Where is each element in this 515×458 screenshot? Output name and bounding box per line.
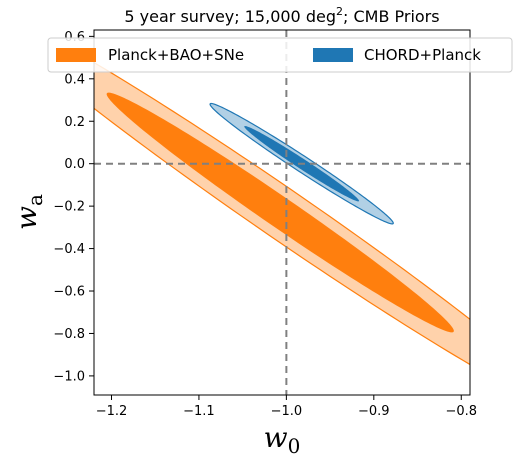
y-tick-label: −1.0	[53, 369, 85, 384]
legend-box	[47, 37, 513, 73]
legend: Planck+BAO+SNe CHORD+Planck	[47, 37, 513, 73]
x-tick-label: −1.2	[96, 404, 128, 419]
x-tick-label: −1.1	[183, 404, 215, 419]
plot-area	[94, 30, 470, 395]
chart-title-superscript: 2	[336, 5, 343, 18]
y-axis-label: wa	[10, 194, 47, 230]
y-tick-label: −0.8	[53, 327, 85, 342]
y-tick-label: 0.2	[64, 115, 85, 130]
contour-planck-bao-sne-inner	[106, 92, 454, 333]
legend-swatch-planck-bao-sne	[56, 48, 96, 62]
x-tick-label: −0.8	[445, 404, 477, 419]
x-axis: −1.2 −1.1 −1.0 −0.9 −0.8	[96, 395, 477, 419]
y-tick-label: 0.0	[64, 157, 85, 172]
y-tick-label: −0.4	[53, 242, 85, 257]
y-tick-label: −0.2	[53, 200, 85, 215]
chart-title: 5 year survey; 15,000 deg2; CMB Priors	[124, 5, 439, 26]
legend-label-planck-bao-sne: Planck+BAO+SNe	[108, 46, 244, 64]
y-tick-label: −0.6	[53, 285, 85, 300]
y-tick-label: 0.4	[64, 72, 85, 87]
x-tick-label: −0.9	[358, 404, 390, 419]
legend-swatch-chord-planck	[313, 48, 353, 62]
y-axis: −1.0−0.8−0.6−0.4−0.20.00.20.40.6	[53, 30, 94, 384]
legend-label-chord-planck: CHORD+Planck	[364, 46, 481, 64]
x-tick-label: −1.0	[271, 404, 303, 419]
x-axis-label: w0	[264, 421, 301, 458]
plot-frame	[93, 29, 471, 396]
